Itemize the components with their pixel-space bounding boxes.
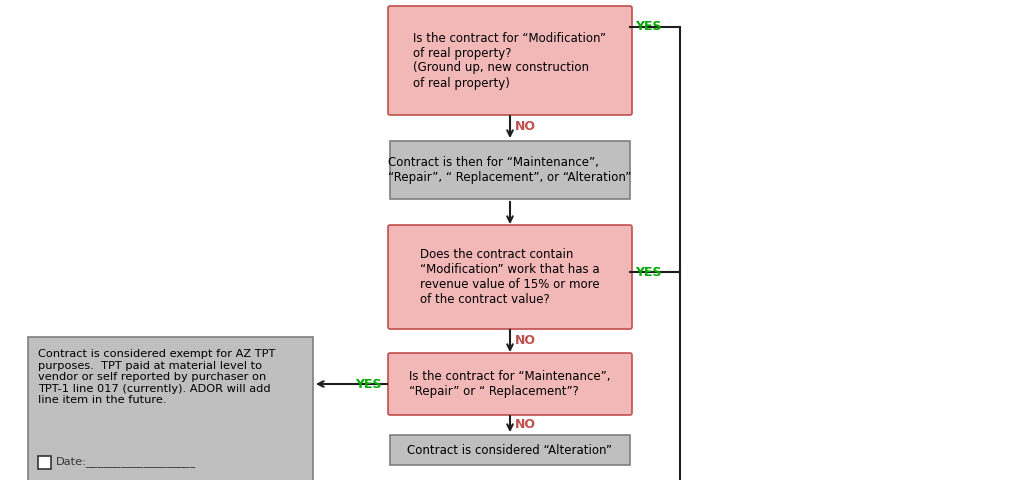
Text: YES: YES	[635, 265, 661, 278]
Bar	[389, 435, 630, 465]
Bar	[389, 141, 630, 199]
FancyBboxPatch shape	[387, 353, 632, 415]
Text: NO: NO	[515, 418, 535, 431]
FancyBboxPatch shape	[387, 6, 632, 115]
Text: Does the contract contain
“Modification” work that has a
revenue value of 15% or: Does the contract contain “Modification”…	[420, 248, 599, 306]
Text: Contract is considered exempt for AZ TPT
purposes.  TPT paid at material level t: Contract is considered exempt for AZ TPT…	[38, 349, 275, 406]
Text: Is the contract for “Maintenance”,
“Repair” or “ Replacement”?: Is the contract for “Maintenance”, “Repa…	[409, 370, 610, 398]
Bar	[28, 337, 313, 480]
Text: Contract is considered “Alteration”: Contract is considered “Alteration”	[408, 444, 611, 456]
Text: YES: YES	[356, 377, 382, 391]
Bar	[38, 456, 51, 469]
Text: Is the contract for “Modification”
of real property?
(Ground up, new constructio: Is the contract for “Modification” of re…	[413, 32, 606, 89]
Text: Date:___________________: Date:___________________	[56, 456, 196, 468]
Text: NO: NO	[515, 120, 535, 133]
Text: Contract is then for “Maintenance”,
“Repair”, “ Replacement”, or “Alteration”: Contract is then for “Maintenance”, “Rep…	[388, 156, 631, 184]
Text: YES: YES	[635, 20, 661, 34]
Text: NO: NO	[515, 335, 535, 348]
FancyBboxPatch shape	[387, 225, 632, 329]
